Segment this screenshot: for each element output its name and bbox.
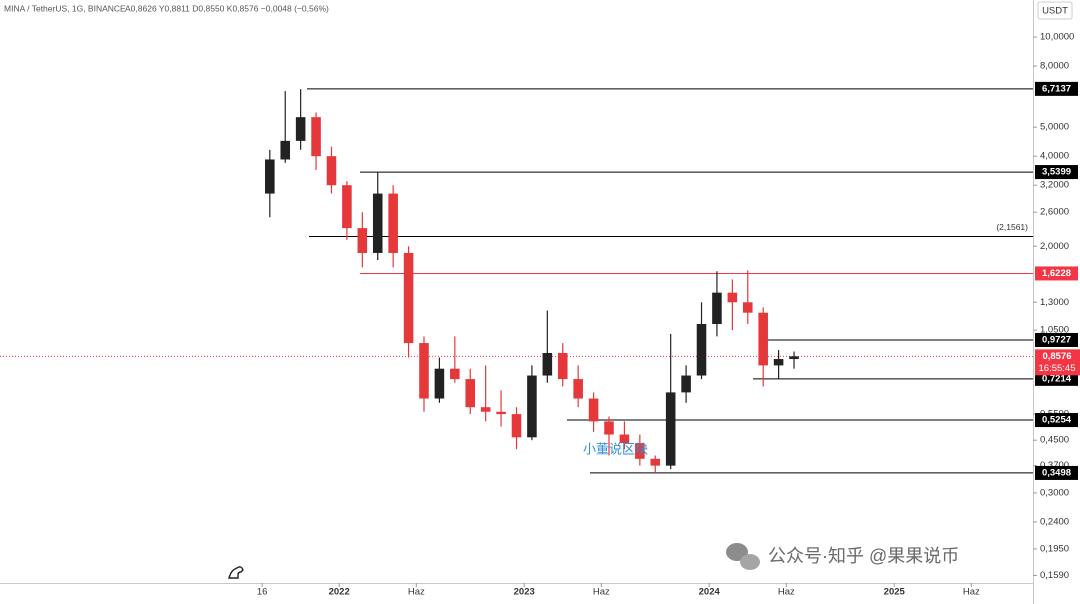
candle-body bbox=[604, 421, 614, 435]
candle-body bbox=[742, 302, 753, 313]
level-tag bbox=[1035, 165, 1078, 180]
level-tag bbox=[1035, 332, 1078, 347]
level-tag bbox=[1035, 465, 1078, 480]
x-tick-label: Haz bbox=[408, 587, 425, 598]
y-tick-label: 0,4500 bbox=[1040, 435, 1069, 446]
candle-body bbox=[357, 228, 368, 253]
level-tag-label: 1,6228 bbox=[1042, 268, 1071, 279]
level-tag bbox=[1035, 81, 1078, 96]
candle-body bbox=[712, 292, 722, 324]
candle-body bbox=[434, 368, 445, 399]
candle-body bbox=[665, 392, 676, 466]
candle-body bbox=[372, 193, 383, 253]
y-tick-label: 2,0000 bbox=[1040, 241, 1069, 252]
y-tick-label: 0,3000 bbox=[1040, 487, 1069, 498]
candle-body bbox=[295, 117, 306, 141]
y-tick-label: 0,2400 bbox=[1040, 516, 1069, 527]
ohlc-summary: A0,8626 Y0,8811 D0,8550 K0,8576 −0,0048 … bbox=[125, 3, 329, 13]
candle-body bbox=[773, 359, 784, 366]
countdown: 16:55:45 bbox=[1039, 363, 1076, 374]
level-tag-label: 0,9727 bbox=[1042, 335, 1071, 346]
candle-body bbox=[419, 343, 429, 399]
last-price-label: 0,8576 bbox=[1042, 351, 1071, 362]
candle-body bbox=[557, 353, 568, 380]
level-note: (2,1561) bbox=[996, 222, 1028, 232]
wechat-icon bbox=[726, 543, 760, 570]
level-tag-label: 6,7137 bbox=[1042, 83, 1071, 94]
candle-body bbox=[588, 398, 599, 422]
candle-body bbox=[480, 407, 491, 412]
level-tag-label: 0,3498 bbox=[1042, 467, 1071, 478]
candle-body bbox=[511, 414, 522, 438]
candle-body bbox=[758, 312, 768, 366]
last-price-tag bbox=[1035, 349, 1080, 376]
y-tick-label: 10,0000 bbox=[1040, 32, 1074, 43]
y-tick-label: 0,1590 bbox=[1040, 570, 1069, 581]
y-tick-label: 0,1950 bbox=[1040, 543, 1069, 554]
x-tick-label: 2024 bbox=[699, 587, 721, 598]
y-tick-label: 3,2000 bbox=[1040, 180, 1069, 191]
x-tick-label: 2025 bbox=[884, 587, 906, 598]
candle-body bbox=[450, 368, 460, 380]
level-tag-label: 0,5254 bbox=[1042, 415, 1072, 426]
y-tick-label: 8,0000 bbox=[1040, 61, 1069, 72]
currency[interactable]: USDT bbox=[1042, 6, 1068, 17]
candle-body bbox=[388, 193, 398, 253]
plot-area bbox=[0, 88, 1033, 474]
candle-body bbox=[727, 292, 738, 303]
candle-body bbox=[465, 379, 476, 408]
candle-body bbox=[280, 140, 291, 160]
candle-body bbox=[650, 458, 661, 466]
candle-body bbox=[311, 117, 321, 157]
candle-body bbox=[527, 375, 537, 438]
x-tick-label: 2023 bbox=[514, 587, 535, 598]
x-tick-label: 16 bbox=[257, 587, 268, 598]
chart-title: MINA / TetherUS, 1G, BINANCE bbox=[4, 3, 126, 13]
candle-body bbox=[496, 411, 506, 415]
candle-body bbox=[696, 323, 707, 376]
candle-body bbox=[619, 434, 630, 444]
level-tag bbox=[1035, 266, 1078, 281]
candle-body bbox=[403, 252, 414, 344]
candle-body bbox=[635, 443, 645, 459]
candle-body bbox=[342, 185, 352, 229]
y-tick-label: 1,0500 bbox=[1040, 325, 1069, 336]
currency-box[interactable] bbox=[1037, 1, 1073, 20]
x-tick-label: 2022 bbox=[329, 587, 350, 598]
candle-body bbox=[326, 156, 337, 186]
y-tick-label: 2,6000 bbox=[1040, 207, 1069, 218]
y-tick-label: 0,3700 bbox=[1040, 460, 1069, 471]
candle-body bbox=[265, 159, 275, 194]
y-tick-label: 5,0000 bbox=[1040, 122, 1069, 133]
watermark: 公众号·知乎 @果果说币 bbox=[768, 546, 959, 566]
candle-body bbox=[542, 353, 553, 376]
y-tick-label: 1,3000 bbox=[1040, 297, 1069, 308]
annotation: 小董说区块 bbox=[583, 441, 648, 456]
x-tick-label: Haz bbox=[593, 587, 610, 598]
level-tag-label: 0,7214 bbox=[1042, 373, 1072, 384]
level-tag-label: 3,5399 bbox=[1042, 167, 1071, 178]
candle-body bbox=[789, 356, 799, 360]
x-tick-label: Haz bbox=[778, 587, 795, 598]
level-tag bbox=[1035, 413, 1078, 428]
candle-body bbox=[681, 375, 691, 393]
y-tick-label: 4,0000 bbox=[1040, 151, 1069, 162]
x-tick-label: Haz bbox=[963, 587, 980, 598]
logo bbox=[228, 566, 244, 579]
candle-body bbox=[573, 379, 583, 399]
